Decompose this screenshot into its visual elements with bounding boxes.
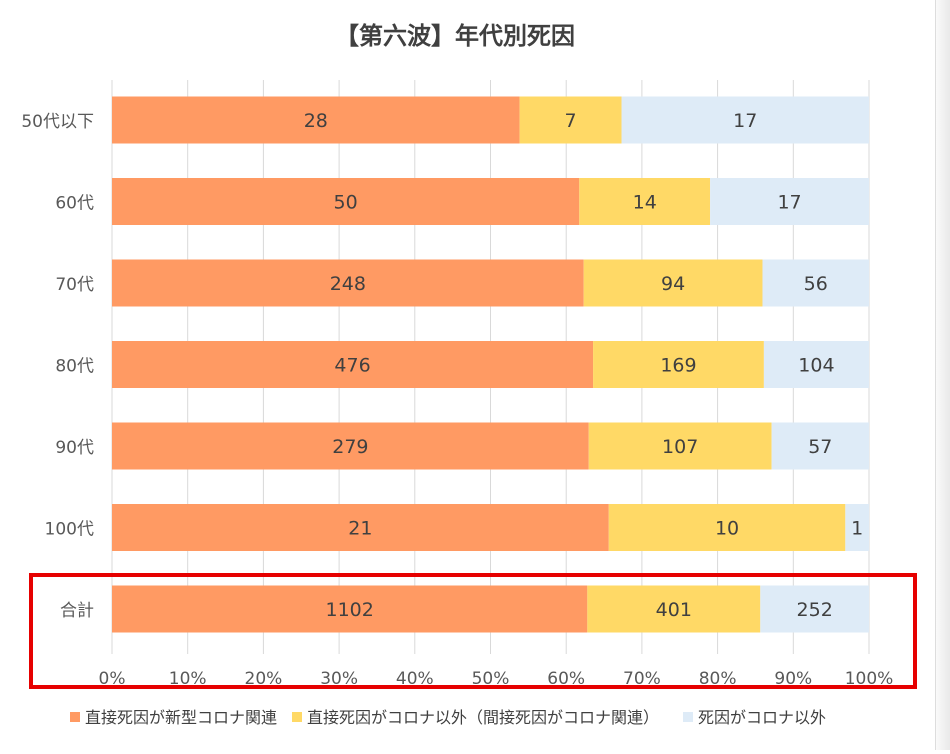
category-label: 70代 <box>55 275 94 295</box>
bar-segment <box>845 504 869 551</box>
data-label: 401 <box>656 599 692 621</box>
bar-segment <box>762 259 869 307</box>
data-label: 50 <box>334 192 358 214</box>
x-tick-label: 30% <box>320 669 358 689</box>
data-label: 104 <box>798 355 834 377</box>
data-label: 14 <box>633 192 657 214</box>
x-tick-label: 0% <box>99 669 126 689</box>
data-label: 476 <box>334 355 370 377</box>
data-label: 248 <box>330 273 366 295</box>
bar-segment <box>112 585 588 633</box>
bar-segment <box>112 422 589 470</box>
legend-swatch <box>683 712 693 722</box>
bar-segment <box>519 96 622 144</box>
x-axis-ticks: 0% 10% 20% 30% 40% 50% 60% 70% 80% 90% 100% <box>99 669 894 689</box>
legend-label: 直接死因が新型コロナ関連 <box>85 708 277 727</box>
x-tick-label: 60% <box>547 669 585 689</box>
legend: 直接死因が新型コロナ関連 直接死因がコロナ以外（間接死因がコロナ関連） 死因がコロナ… <box>70 708 826 727</box>
x-tick-label: 40% <box>396 669 434 689</box>
bar-segment <box>112 259 584 307</box>
x-tick-label: 50% <box>472 669 510 689</box>
data-label: 57 <box>808 436 832 458</box>
data-label: 279 <box>332 436 368 458</box>
legend-swatch <box>292 712 302 722</box>
category-label: 90代 <box>55 438 94 458</box>
bar-segment <box>112 341 594 388</box>
data-label: 17 <box>777 192 801 214</box>
x-tick-label: 80% <box>699 669 737 689</box>
bar-segment <box>587 585 761 633</box>
data-label: 10 <box>715 518 739 540</box>
bar-segment <box>760 585 869 633</box>
category-label: 60代 <box>55 194 94 214</box>
bar-segment <box>112 96 520 144</box>
data-label: 107 <box>662 436 698 458</box>
legend-swatch <box>70 712 80 722</box>
data-label: 1102 <box>325 599 373 621</box>
bar-segment <box>771 422 869 470</box>
data-label: 7 <box>565 110 577 132</box>
bar-segment <box>763 341 869 388</box>
bar-segment <box>710 178 869 225</box>
bar-segment <box>112 504 609 551</box>
legend-label: 死因がコロナ以外 <box>698 708 826 727</box>
x-tick-label: 100% <box>845 669 894 689</box>
bar-segment <box>593 341 764 388</box>
bar-segment <box>588 422 772 470</box>
chart-title: 【第六波】年代別死因 <box>335 22 575 50</box>
data-label: 252 <box>797 599 833 621</box>
bar-segment <box>579 178 711 225</box>
category-label: 80代 <box>55 357 94 377</box>
x-tick-label: 90% <box>774 669 812 689</box>
x-tick-label: 70% <box>623 669 661 689</box>
bar-segment <box>583 259 763 307</box>
data-label: 94 <box>661 273 685 295</box>
category-label: 合計 <box>60 601 94 621</box>
window-scrollbar[interactable] <box>935 0 950 750</box>
legend-label: 直接死因がコロナ以外（間接死因がコロナ関連） <box>307 708 659 727</box>
highlight-rectangle <box>29 573 917 689</box>
data-label: 17 <box>733 110 757 132</box>
x-tick-label: 10% <box>169 669 207 689</box>
bar-segment <box>112 178 580 225</box>
bar-segment <box>608 504 846 551</box>
x-tick-label: 20% <box>245 669 283 689</box>
data-label: 169 <box>660 355 696 377</box>
data-label: 21 <box>348 518 372 540</box>
data-label: 1 <box>851 518 863 540</box>
data-label: 56 <box>804 273 828 295</box>
highlight-box <box>29 573 917 689</box>
category-label: 100代 <box>45 520 94 540</box>
category-label: 50代以下 <box>21 112 94 132</box>
bars: 28 7 17 50 14 17 248 94 56 476 169 104 279 107 57 21 10 1… <box>112 96 869 633</box>
data-label: 28 <box>304 110 328 132</box>
bar-segment <box>621 96 869 144</box>
